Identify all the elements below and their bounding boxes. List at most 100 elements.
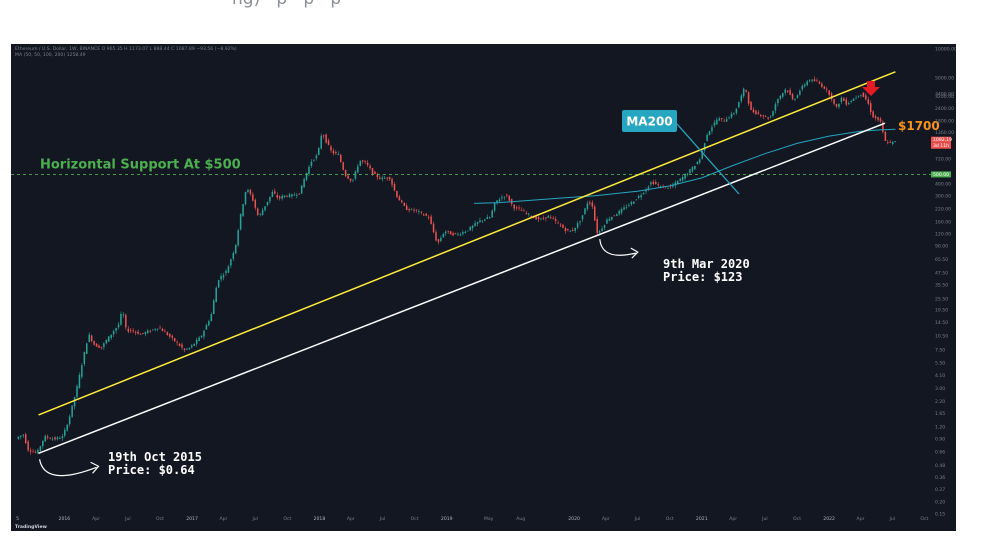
candle-body bbox=[872, 111, 874, 118]
candle-body bbox=[628, 205, 630, 207]
y-tick-label: 720.00 bbox=[935, 157, 951, 163]
candle-body bbox=[447, 230, 449, 232]
candle-body bbox=[178, 343, 181, 346]
candle-body bbox=[129, 330, 132, 331]
candle-body bbox=[61, 436, 64, 439]
candle-body bbox=[288, 194, 291, 198]
candle-body bbox=[357, 166, 359, 173]
candle-body bbox=[843, 98, 845, 101]
candle-body bbox=[296, 195, 298, 196]
candle-body bbox=[66, 424, 68, 431]
candle-body bbox=[801, 85, 804, 90]
y-tick-label: 7.50 bbox=[935, 348, 945, 354]
candle-body bbox=[733, 113, 735, 115]
candle-body bbox=[586, 203, 589, 209]
candle-body bbox=[232, 253, 235, 259]
candle-body bbox=[794, 99, 796, 100]
candle-body bbox=[364, 161, 366, 163]
candle-body bbox=[596, 219, 598, 234]
candle-body bbox=[860, 94, 862, 96]
candle-body bbox=[615, 214, 618, 217]
x-tick-label: Jul bbox=[379, 516, 386, 522]
candle-body bbox=[816, 80, 818, 82]
candle-body bbox=[706, 134, 708, 141]
candle-body bbox=[515, 207, 518, 209]
candle-body bbox=[405, 205, 408, 211]
candle-body bbox=[728, 117, 730, 119]
current-price-value: 1092.19 bbox=[933, 137, 952, 143]
candle-body bbox=[37, 449, 39, 454]
candle-body bbox=[532, 217, 535, 219]
x-tick-label: May bbox=[484, 516, 494, 522]
candle-body bbox=[115, 327, 117, 331]
candle-body bbox=[557, 222, 559, 224]
candle-body bbox=[420, 211, 423, 213]
candle-body bbox=[545, 217, 547, 219]
price-chart[interactable]: Horizontal Support At $500 MA200 $1700 9th … bbox=[11, 44, 956, 531]
x-tick-label: Apr bbox=[857, 516, 865, 522]
candle-body bbox=[772, 111, 774, 116]
candle-body bbox=[601, 228, 603, 232]
candle-body bbox=[481, 220, 484, 222]
candle-body bbox=[652, 181, 655, 184]
candle-body bbox=[813, 79, 816, 82]
candle-body bbox=[401, 200, 403, 203]
candle-body bbox=[657, 184, 659, 186]
candle-body bbox=[637, 195, 640, 198]
chart-panel[interactable]: Horizontal Support At $500 MA200 $1700 9th … bbox=[11, 44, 956, 531]
candle-body bbox=[205, 325, 208, 330]
candle-body bbox=[562, 224, 564, 228]
candle-body bbox=[410, 208, 413, 210]
candle-body bbox=[83, 352, 86, 364]
candle-body bbox=[691, 167, 694, 172]
current-price-tag bbox=[931, 136, 951, 143]
candle-body bbox=[349, 178, 352, 181]
candle-body bbox=[369, 165, 371, 169]
candle-body bbox=[156, 328, 159, 330]
candle-body bbox=[107, 336, 110, 342]
candle-body bbox=[347, 175, 349, 179]
candle-body bbox=[440, 237, 442, 242]
candle-body bbox=[383, 177, 386, 179]
candle-body bbox=[708, 131, 711, 136]
y-tick-label: 65.50 bbox=[935, 257, 948, 263]
candle-body bbox=[144, 332, 147, 335]
candle-body bbox=[755, 110, 757, 115]
candle-body bbox=[110, 334, 112, 339]
candle-body bbox=[371, 167, 374, 175]
candle-body bbox=[198, 337, 200, 342]
candle-body bbox=[464, 231, 467, 233]
candle-body bbox=[677, 181, 679, 185]
candle-body bbox=[195, 339, 198, 344]
candle-body bbox=[889, 141, 891, 143]
candle-body bbox=[230, 259, 232, 266]
support-price-tag bbox=[931, 171, 951, 178]
candle-body bbox=[161, 328, 164, 332]
candle-body bbox=[862, 92, 865, 97]
candle-body bbox=[264, 206, 266, 211]
candle-body bbox=[804, 84, 806, 87]
candle-body bbox=[93, 341, 95, 345]
candle-body bbox=[159, 327, 161, 329]
candle-body bbox=[164, 331, 166, 333]
candle-body bbox=[686, 173, 689, 175]
candle-body bbox=[56, 437, 59, 440]
candle-body bbox=[471, 225, 474, 229]
candle-body bbox=[134, 331, 137, 333]
candle-body bbox=[845, 99, 848, 105]
candle-body bbox=[171, 335, 173, 338]
candle-body bbox=[379, 177, 381, 179]
ma200-callout-label: MA200 bbox=[626, 115, 672, 129]
candle-body bbox=[684, 174, 686, 179]
candle-body bbox=[488, 217, 491, 219]
candle-body bbox=[650, 182, 652, 185]
candle-body bbox=[393, 184, 396, 191]
candle-body bbox=[630, 202, 633, 205]
candle-body bbox=[71, 405, 73, 417]
candle-body bbox=[95, 343, 98, 347]
page-top-text: ng) · p · p · p bbox=[232, 0, 341, 9]
candle-body bbox=[769, 116, 772, 118]
candle-body bbox=[98, 345, 100, 348]
y-tick-label: 2400.00 bbox=[935, 106, 954, 112]
